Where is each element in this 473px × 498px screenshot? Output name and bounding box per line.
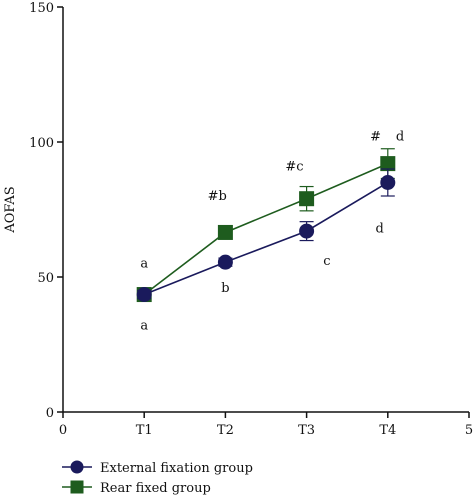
series-layer (136, 148, 396, 303)
y-tick-label: 150 (29, 1, 54, 16)
x-tick-label: T1 (136, 423, 153, 438)
legend-marker (70, 480, 84, 494)
series-line (143, 162, 389, 296)
y-tick-label: 50 (37, 271, 54, 286)
annotations: a a #b b #c c # d d (140, 130, 404, 334)
axes (62, 7, 469, 413)
significance-label: a (140, 257, 148, 272)
significance-label: b (221, 281, 229, 296)
significance-label: #c (285, 159, 303, 174)
significance-label: a (140, 319, 148, 334)
data-point (380, 156, 396, 172)
x-tick-label: T3 (298, 423, 315, 438)
significance-label: d (376, 221, 384, 236)
data-point (136, 287, 152, 303)
significance-label: # (370, 130, 381, 145)
legend-label: External fixation group (100, 461, 253, 476)
legend-label: Rear fixed group (100, 481, 211, 496)
series-rear-fixed (136, 148, 396, 303)
significance-label: c (323, 254, 330, 269)
significance-label: d (396, 130, 404, 145)
legend: External fixation group Rear fixed group (62, 460, 253, 496)
x-tick-label: 5 (465, 423, 473, 438)
significance-label: #b (208, 189, 227, 204)
y-ticks: 0 50 100 150 (29, 1, 63, 421)
legend-item: Rear fixed group (62, 480, 211, 496)
y-tick-label: 0 (46, 406, 54, 421)
y-tick-label: 100 (29, 136, 54, 151)
series-external-fixation (136, 168, 396, 303)
data-point (380, 175, 396, 190)
x-tick-label: 0 (59, 423, 67, 438)
data-point (217, 224, 233, 240)
data-point (217, 254, 233, 270)
series-line (143, 181, 389, 296)
x-tick-label: T2 (217, 423, 234, 438)
data-point (299, 191, 315, 207)
y-axis-title: AOFAS (3, 186, 18, 233)
x-tick-label: T4 (379, 423, 396, 438)
legend-item: External fixation group (62, 460, 253, 476)
legend-marker (70, 460, 84, 474)
x-ticks: 0 T1 T2 T3 T4 5 (59, 412, 473, 438)
data-point (299, 223, 315, 239)
